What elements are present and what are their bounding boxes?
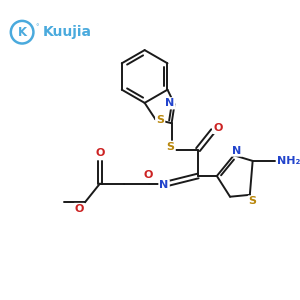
Text: S: S xyxy=(156,115,164,125)
Text: O: O xyxy=(213,123,223,133)
Text: N: N xyxy=(232,146,241,155)
Text: S: S xyxy=(249,196,257,206)
Text: O: O xyxy=(95,148,105,158)
Text: NH₂: NH₂ xyxy=(277,156,300,166)
Text: O: O xyxy=(143,170,153,180)
Text: N: N xyxy=(165,98,175,108)
Text: K: K xyxy=(18,26,27,39)
Text: S: S xyxy=(167,142,175,152)
Text: O: O xyxy=(75,204,84,214)
Text: Kuujia: Kuujia xyxy=(43,25,92,39)
Text: °: ° xyxy=(35,24,39,30)
Text: N: N xyxy=(159,180,169,190)
